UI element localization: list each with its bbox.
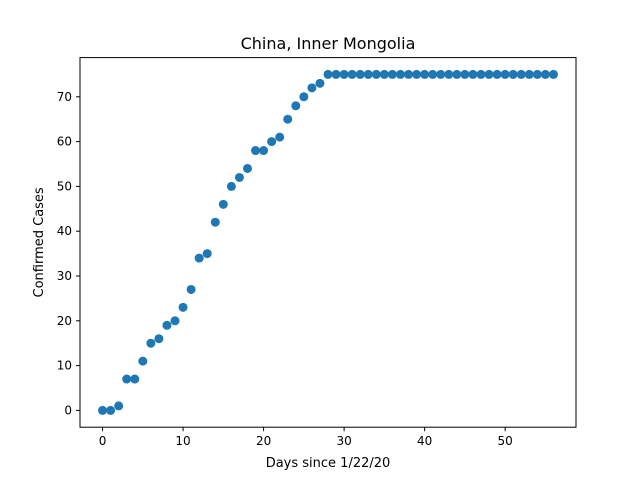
data-point — [315, 78, 325, 88]
data-point — [323, 69, 333, 79]
data-point — [468, 69, 478, 79]
data-point — [114, 401, 124, 411]
data-point — [275, 132, 285, 142]
data-point — [146, 338, 156, 348]
data-point — [299, 92, 309, 102]
data-point — [234, 172, 244, 182]
data-point — [347, 69, 357, 79]
data-points — [98, 69, 558, 415]
x-tick-label: 40 — [417, 434, 432, 448]
y-tick-label: 50 — [57, 179, 72, 193]
x-tick-label: 20 — [256, 434, 271, 448]
data-point — [532, 69, 542, 79]
data-point — [178, 302, 188, 312]
data-point — [210, 217, 220, 227]
data-point — [395, 69, 405, 79]
axis-ticks: 0 10 20 30 40 50 0 10 20 30 40 50 60 70 — [57, 90, 513, 448]
chart-title: China, Inner Mongolia — [241, 34, 416, 53]
data-point — [484, 69, 494, 79]
data-point — [404, 69, 414, 79]
data-point — [363, 69, 373, 79]
data-point — [331, 69, 341, 79]
data-point — [355, 69, 365, 79]
data-point — [259, 146, 269, 156]
x-tick-label: 50 — [498, 434, 513, 448]
x-tick-label: 10 — [175, 434, 190, 448]
data-point — [186, 284, 196, 294]
data-point — [251, 146, 261, 156]
data-point — [98, 405, 108, 415]
data-point — [492, 69, 502, 79]
data-point — [516, 69, 526, 79]
data-point — [452, 69, 462, 79]
y-tick-label: 20 — [57, 314, 72, 328]
y-tick-label: 60 — [57, 135, 72, 149]
data-point — [436, 69, 446, 79]
data-point — [106, 405, 116, 415]
data-point — [379, 69, 389, 79]
data-point — [548, 69, 558, 79]
data-point — [138, 356, 148, 366]
data-point — [500, 69, 510, 79]
data-point — [130, 374, 140, 384]
y-tick-label: 10 — [57, 359, 72, 373]
x-axis-label: Days since 1/22/20 — [266, 456, 391, 471]
y-tick-label: 30 — [57, 269, 72, 283]
data-point — [508, 69, 518, 79]
data-point — [283, 114, 293, 124]
data-point — [307, 83, 317, 93]
data-point — [218, 199, 228, 209]
data-point — [371, 69, 381, 79]
data-point — [162, 320, 172, 330]
data-point — [540, 69, 550, 79]
x-tick-label: 30 — [336, 434, 351, 448]
data-point — [202, 249, 212, 259]
data-point — [267, 137, 277, 147]
data-point — [524, 69, 534, 79]
y-axis-label: Confirmed Cases — [32, 187, 47, 297]
data-point — [170, 316, 180, 326]
data-point — [154, 334, 164, 344]
data-point — [226, 181, 236, 191]
data-point — [339, 69, 349, 79]
data-point — [412, 69, 422, 79]
x-tick-label: 0 — [99, 434, 107, 448]
data-point — [122, 374, 132, 384]
data-point — [242, 163, 252, 173]
plot-frame — [79, 57, 577, 428]
data-point — [387, 69, 397, 79]
data-point — [194, 253, 204, 263]
y-tick-label: 0 — [64, 403, 72, 417]
data-point — [444, 69, 454, 79]
y-tick-label: 70 — [57, 90, 72, 104]
data-point — [476, 69, 486, 79]
data-point — [420, 69, 430, 79]
data-point — [428, 69, 438, 79]
y-tick-label: 40 — [57, 224, 72, 238]
data-point — [460, 69, 470, 79]
data-point — [291, 101, 301, 111]
